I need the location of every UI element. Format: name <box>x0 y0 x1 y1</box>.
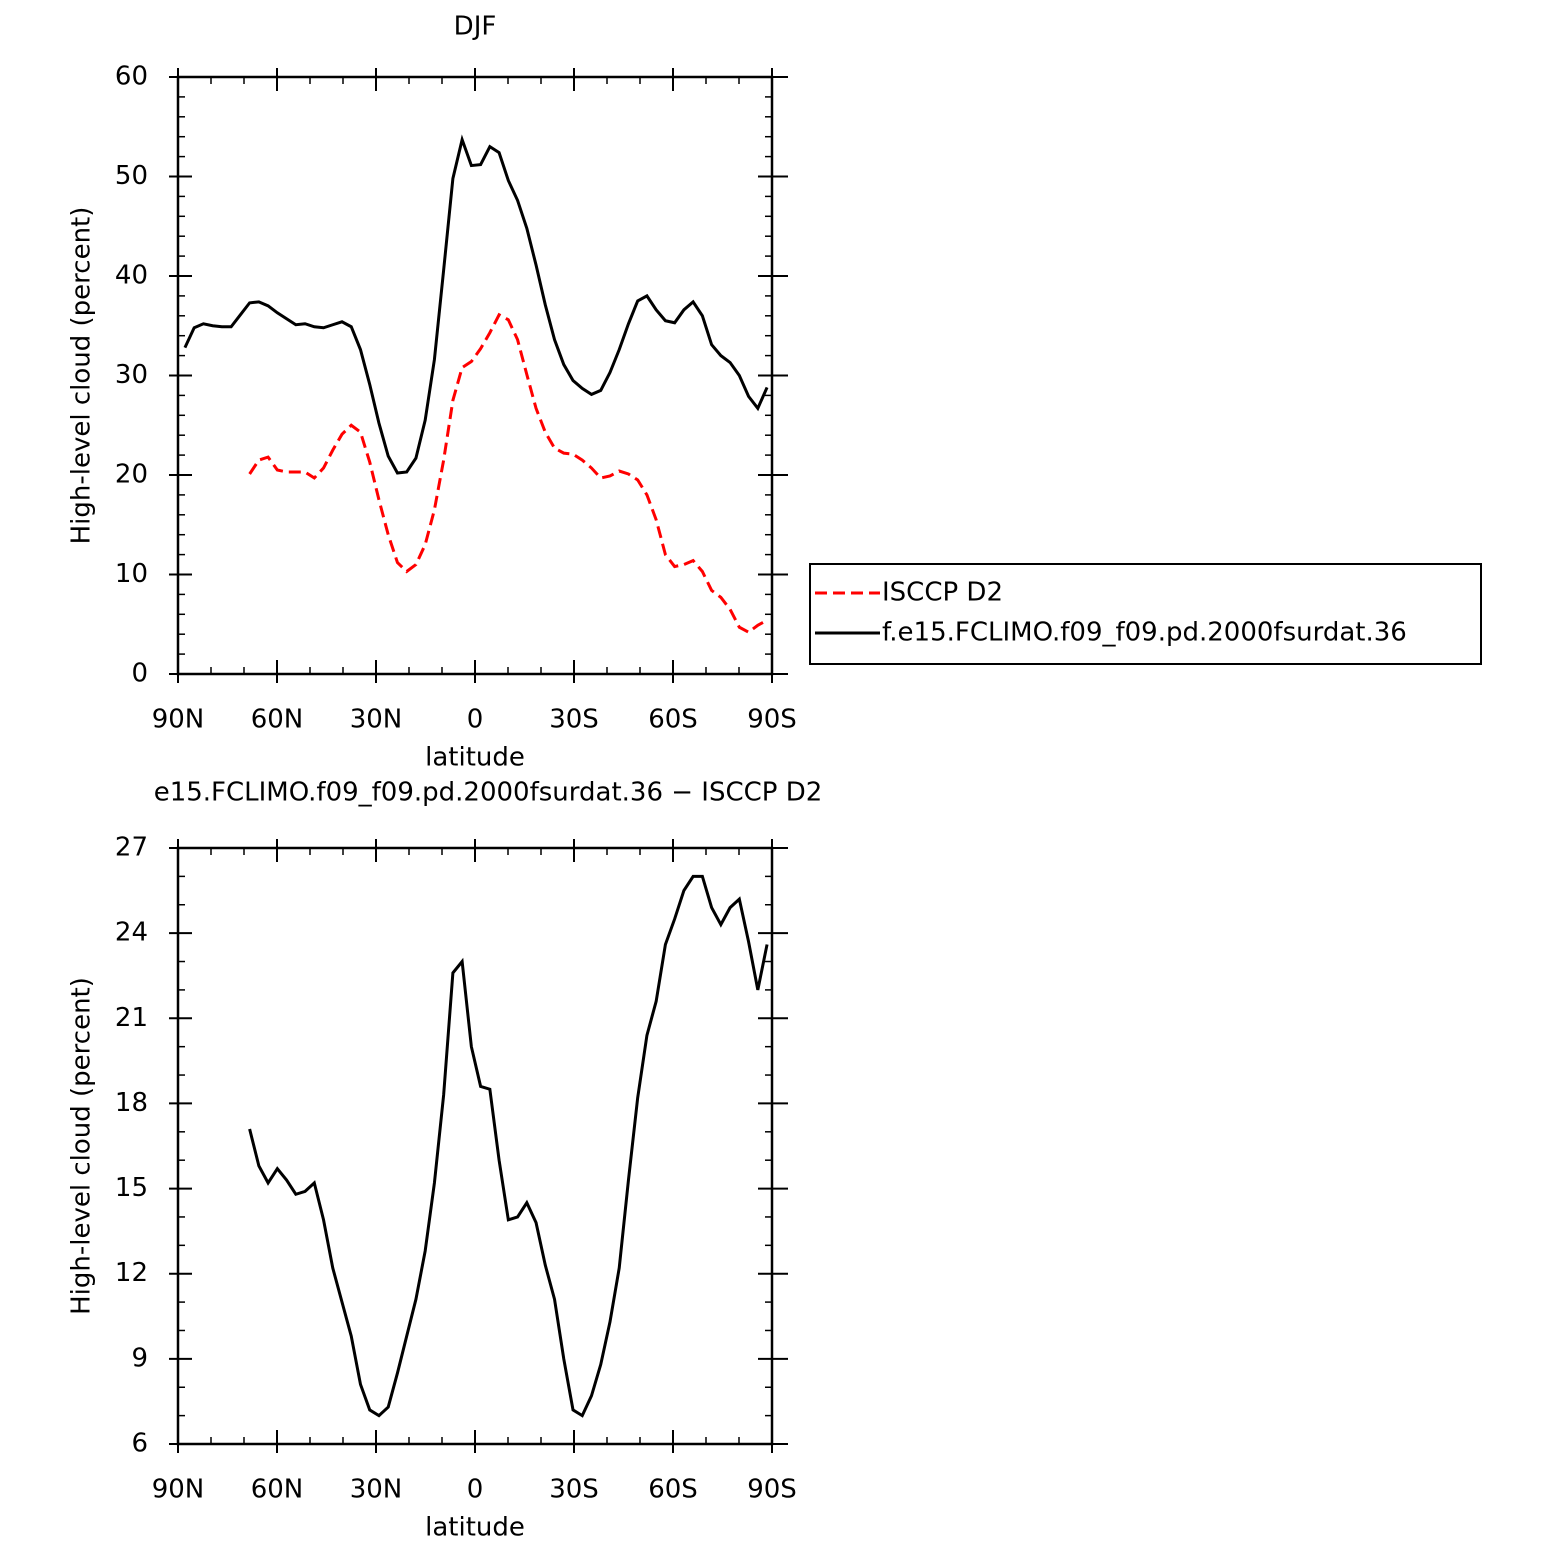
chart-title: e15.FCLIMO.f09_f09.pd.2000fsurdat.36 − I… <box>154 778 823 808</box>
y-tick-label: 30 <box>115 360 148 390</box>
y-axis-label: High-level cloud (percent) <box>67 207 97 545</box>
legend-label: f.e15.FCLIMO.f09_f09.pd.2000fsurdat.36 <box>882 618 1407 648</box>
plot-frame <box>176 846 774 1446</box>
chart-title: DJF <box>454 12 497 42</box>
x-tick-label: 90S <box>747 1475 797 1505</box>
y-tick-label: 6 <box>131 1429 148 1459</box>
y-tick-label: 18 <box>115 1088 148 1118</box>
data-line <box>183 134 769 475</box>
x-axis-label: latitude <box>425 743 525 773</box>
y-tick-label: 20 <box>115 460 148 490</box>
x-tick-label: 0 <box>467 1475 484 1505</box>
y-tick-label: 27 <box>115 833 148 863</box>
x-tick-label: 90S <box>747 705 797 735</box>
y-tick-label: 50 <box>115 161 148 191</box>
y-tick-label: 40 <box>115 261 148 291</box>
data-line <box>248 874 769 1418</box>
y-tick-label: 12 <box>115 1258 148 1288</box>
x-tick-label: 30N <box>350 705 403 735</box>
x-tick-label: 90N <box>152 705 205 735</box>
legend-box <box>809 563 1482 665</box>
y-tick-label: 0 <box>131 659 148 689</box>
x-tick-label: 30N <box>350 1475 403 1505</box>
y-tick-label: 9 <box>131 1343 148 1373</box>
x-tick-label: 30S <box>549 705 599 735</box>
x-tick-label: 60S <box>648 705 698 735</box>
legend-label: ISCCP D2 <box>882 578 1003 608</box>
x-tick-label: 30S <box>549 1475 599 1505</box>
y-tick-label: 15 <box>115 1173 148 1203</box>
x-axis-label: latitude <box>425 1513 525 1543</box>
x-tick-label: 60N <box>251 705 304 735</box>
y-tick-label: 60 <box>115 62 148 92</box>
y-tick-label: 21 <box>115 1003 148 1033</box>
x-tick-label: 60S <box>648 1475 698 1505</box>
y-axis-label: High-level cloud (percent) <box>67 977 97 1315</box>
y-tick-label: 10 <box>115 559 148 589</box>
y-tick-label: 24 <box>115 918 148 948</box>
data-line <box>248 312 768 634</box>
x-tick-label: 60N <box>251 1475 304 1505</box>
x-tick-label: 0 <box>467 705 484 735</box>
x-tick-label: 90N <box>152 1475 205 1505</box>
